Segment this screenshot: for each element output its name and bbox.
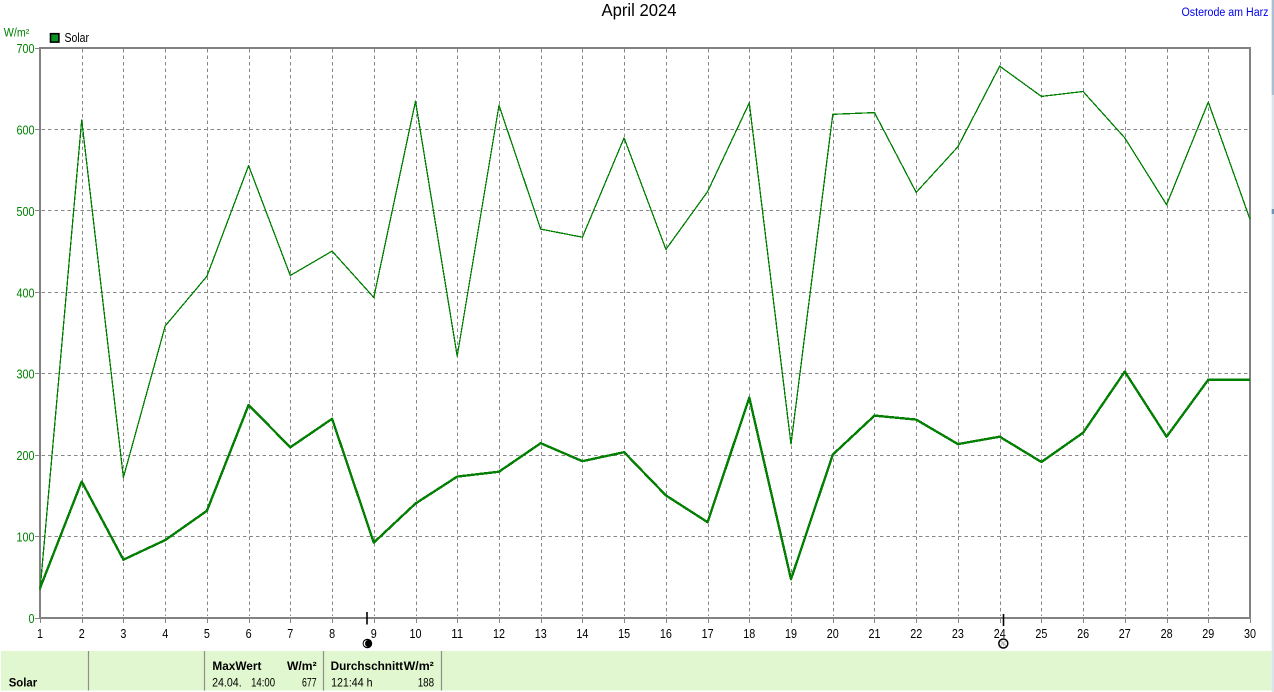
svg-text:15: 15	[618, 627, 630, 641]
svg-text:300: 300	[17, 368, 35, 382]
svg-text:2: 2	[79, 627, 85, 641]
svg-text:25: 25	[1035, 627, 1047, 641]
svg-text:23: 23	[952, 627, 964, 641]
svg-text:500: 500	[17, 205, 35, 219]
svg-text:W/m²: W/m²	[287, 659, 317, 673]
svg-text:7: 7	[287, 627, 293, 641]
svg-text:17: 17	[702, 627, 714, 641]
svg-text:21: 21	[869, 627, 881, 641]
svg-text:Osterode am Harz: Osterode am Harz	[1182, 7, 1269, 19]
svg-text:6: 6	[246, 627, 252, 641]
svg-text:29: 29	[1202, 627, 1214, 641]
svg-text:0: 0	[29, 612, 35, 626]
svg-text:8: 8	[329, 627, 335, 641]
svg-text:14:00: 14:00	[251, 675, 275, 689]
svg-text:30: 30	[1244, 627, 1256, 641]
svg-text:April 2024: April 2024	[602, 0, 677, 20]
svg-text:600: 600	[17, 123, 35, 137]
svg-text:26: 26	[1077, 627, 1089, 641]
svg-text:Solar: Solar	[65, 31, 90, 45]
svg-text:3: 3	[120, 627, 126, 641]
svg-text:MaxWert: MaxWert	[212, 659, 261, 673]
svg-text:1: 1	[37, 627, 43, 641]
svg-text:188: 188	[418, 675, 435, 689]
svg-text:16: 16	[660, 627, 672, 641]
svg-text:121:44 h: 121:44 h	[331, 675, 372, 689]
svg-text:Durchschnitt: Durchschnitt	[331, 659, 404, 673]
svg-text:W/m²: W/m²	[4, 27, 30, 39]
svg-text:28: 28	[1161, 627, 1173, 641]
svg-text:9: 9	[371, 627, 377, 641]
svg-text:24.04.: 24.04.	[212, 675, 242, 689]
svg-text:400: 400	[17, 286, 35, 300]
svg-text:14: 14	[576, 627, 588, 641]
svg-text:19: 19	[785, 627, 797, 641]
svg-text:11: 11	[451, 627, 463, 641]
svg-text:100: 100	[17, 531, 35, 545]
svg-text:27: 27	[1119, 627, 1131, 641]
svg-text:12: 12	[493, 627, 505, 641]
svg-text:Solar: Solar	[9, 675, 38, 689]
svg-text:W/m²: W/m²	[404, 659, 434, 673]
svg-text:4: 4	[162, 627, 168, 641]
svg-text:700: 700	[17, 42, 35, 56]
svg-text:22: 22	[910, 627, 922, 641]
svg-text:20: 20	[827, 627, 839, 641]
svg-text:18: 18	[743, 627, 755, 641]
svg-text:10: 10	[410, 627, 422, 641]
svg-text:13: 13	[535, 627, 547, 641]
svg-text:5: 5	[204, 627, 210, 641]
svg-text:24: 24	[994, 627, 1006, 641]
svg-text:200: 200	[17, 449, 35, 463]
svg-text:677: 677	[302, 675, 317, 689]
